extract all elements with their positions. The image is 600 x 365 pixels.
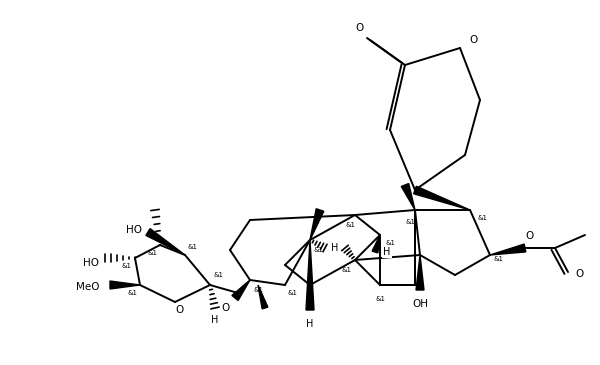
Text: &1: &1 xyxy=(253,287,263,293)
Text: O: O xyxy=(176,305,184,315)
Text: &1: &1 xyxy=(385,240,395,246)
Text: O: O xyxy=(221,303,229,313)
Text: H: H xyxy=(383,247,391,257)
Polygon shape xyxy=(413,186,470,210)
Text: &1: &1 xyxy=(405,219,415,225)
Text: O: O xyxy=(576,269,584,279)
Text: O: O xyxy=(470,35,478,45)
Text: H: H xyxy=(331,243,338,253)
Text: H: H xyxy=(331,245,338,255)
Text: OH: OH xyxy=(412,299,428,309)
Text: O: O xyxy=(356,23,364,33)
Text: HO: HO xyxy=(126,225,142,235)
Text: &1: &1 xyxy=(313,247,323,253)
Polygon shape xyxy=(372,235,380,253)
Text: H: H xyxy=(307,319,314,329)
Text: MeO: MeO xyxy=(76,282,100,292)
Text: &1: &1 xyxy=(345,222,355,228)
Polygon shape xyxy=(401,184,415,210)
Text: &1: &1 xyxy=(288,290,298,296)
Polygon shape xyxy=(110,281,140,289)
Text: &1: &1 xyxy=(493,256,503,262)
Text: O: O xyxy=(526,231,534,241)
Text: &1: &1 xyxy=(188,244,198,250)
Text: HO: HO xyxy=(83,258,99,268)
Text: H: H xyxy=(211,315,218,325)
Polygon shape xyxy=(310,209,324,240)
Text: &1: &1 xyxy=(213,272,223,278)
Text: &1: &1 xyxy=(375,296,385,302)
Text: &1: &1 xyxy=(477,215,487,221)
Polygon shape xyxy=(306,240,314,310)
Text: &1: &1 xyxy=(342,267,352,273)
Polygon shape xyxy=(146,228,185,255)
Polygon shape xyxy=(258,285,268,309)
Text: &1: &1 xyxy=(147,250,157,256)
Text: &1: &1 xyxy=(127,290,137,296)
Polygon shape xyxy=(490,244,526,255)
Polygon shape xyxy=(416,255,424,290)
Text: &1: &1 xyxy=(122,263,132,269)
Polygon shape xyxy=(232,280,250,300)
